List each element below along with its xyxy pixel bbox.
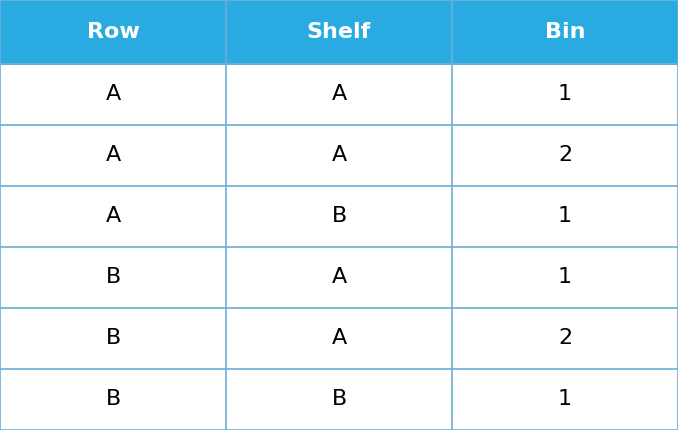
Text: A: A: [332, 267, 346, 287]
Bar: [0, 125, 226, 186]
Text: Row: Row: [87, 22, 140, 42]
Bar: [452, 125, 678, 186]
Text: B: B: [332, 390, 346, 409]
Text: A: A: [105, 84, 121, 104]
Text: B: B: [332, 206, 346, 226]
Text: Shelf: Shelf: [307, 22, 371, 42]
Text: 2: 2: [558, 329, 572, 348]
Bar: [0, 64, 226, 125]
Bar: [0, 308, 226, 369]
Text: 2: 2: [558, 145, 572, 165]
Bar: [452, 64, 678, 125]
Bar: [0, 369, 226, 430]
Bar: [452, 369, 678, 430]
Bar: [226, 186, 452, 247]
Bar: [226, 64, 452, 125]
Text: 1: 1: [558, 206, 572, 226]
Bar: [226, 0, 452, 64]
Text: A: A: [105, 206, 121, 226]
Bar: [0, 247, 226, 308]
Text: B: B: [105, 390, 121, 409]
Bar: [452, 247, 678, 308]
Text: 1: 1: [558, 84, 572, 104]
Bar: [452, 186, 678, 247]
Bar: [452, 0, 678, 64]
Text: A: A: [105, 145, 121, 165]
Bar: [226, 369, 452, 430]
Bar: [0, 186, 226, 247]
Bar: [452, 308, 678, 369]
Bar: [226, 308, 452, 369]
Bar: [0, 0, 226, 64]
Text: 1: 1: [558, 390, 572, 409]
Text: 1: 1: [558, 267, 572, 287]
Bar: [226, 247, 452, 308]
Text: B: B: [105, 329, 121, 348]
Bar: [226, 125, 452, 186]
Text: A: A: [332, 145, 346, 165]
Text: Bin: Bin: [544, 22, 585, 42]
Text: B: B: [105, 267, 121, 287]
Text: A: A: [332, 329, 346, 348]
Text: A: A: [332, 84, 346, 104]
